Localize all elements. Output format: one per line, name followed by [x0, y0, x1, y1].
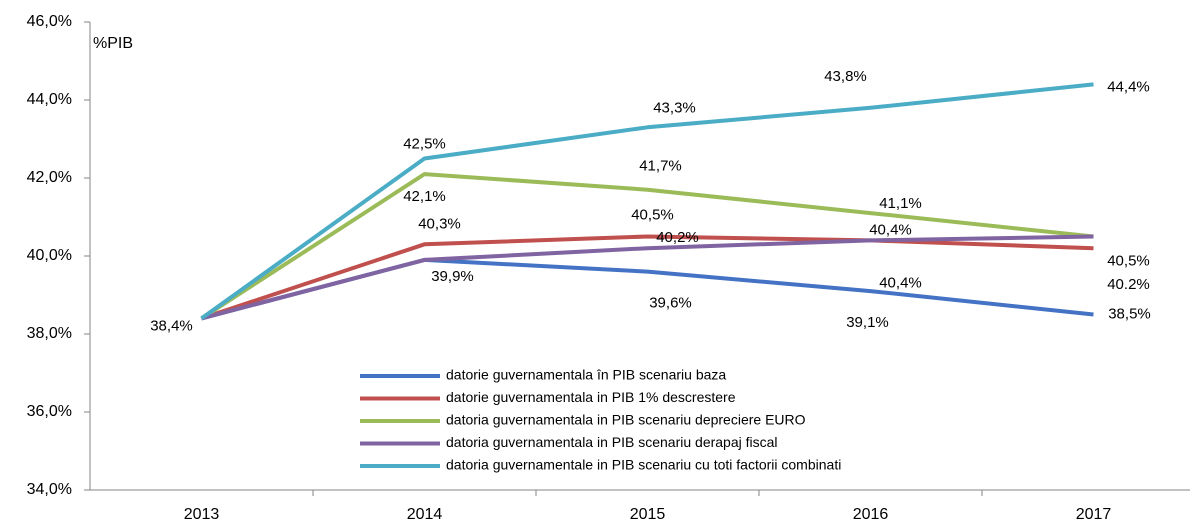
- y-tick-label: 46,0%: [27, 13, 72, 30]
- y-tick-label: 36,0%: [27, 403, 72, 420]
- x-tick-label: 2014: [407, 506, 443, 523]
- data-label: 40,3%: [418, 215, 461, 232]
- y-tick-label: 44,0%: [27, 91, 72, 108]
- data-label: 41,7%: [639, 158, 682, 175]
- data-label: 44,4%: [1107, 78, 1150, 95]
- data-label: 38,5%: [1108, 305, 1151, 322]
- x-tick-label: 2013: [184, 506, 220, 523]
- y-tick-label: 38,0%: [27, 325, 72, 342]
- data-label: 39,6%: [649, 295, 692, 312]
- data-label: 43,8%: [824, 68, 867, 85]
- series-line: [200, 172, 1094, 321]
- y-tick-label: 40,0%: [27, 247, 72, 264]
- data-label: 42,5%: [403, 135, 446, 152]
- data-label: 39,1%: [846, 314, 889, 331]
- series-line: [200, 234, 1094, 321]
- legend-label: datoria guvernamentala in PIB scenariu d…: [446, 434, 778, 450]
- x-tick-label: 2017: [1076, 506, 1112, 523]
- data-label: 41,1%: [879, 195, 922, 212]
- data-label: 40,5%: [631, 206, 674, 223]
- series-line: [200, 234, 1094, 321]
- data-label: 42,1%: [403, 188, 446, 205]
- y-axis-label: %PIB: [93, 35, 133, 52]
- legend-label: datorie guvernamentala in PIB 1% descres…: [446, 389, 736, 405]
- x-tick-label: 2016: [853, 506, 889, 523]
- data-label: 43,3%: [653, 99, 696, 116]
- legend-label: datoria guvernamentale in PIB scenariu c…: [446, 457, 841, 473]
- legend-label: datoria guvernamentala in PIB scenariu d…: [446, 412, 806, 428]
- data-label: 38,4%: [150, 317, 193, 334]
- data-label: 40,2%: [656, 229, 699, 246]
- series-line: [200, 82, 1094, 321]
- data-label: 40,4%: [879, 274, 922, 291]
- y-tick-label: 34,0%: [27, 481, 72, 498]
- data-label: 40,5%: [1107, 252, 1150, 269]
- x-tick-label: 2015: [630, 506, 666, 523]
- series-line: [200, 257, 1094, 321]
- data-label: 39,9%: [431, 268, 474, 285]
- legend-label: datorie guvernamentala în PIB scenariu b…: [446, 367, 726, 383]
- y-tick-label: 42,0%: [27, 169, 72, 186]
- data-label: 40.2%: [1107, 276, 1150, 293]
- data-label: 40,4%: [869, 221, 912, 238]
